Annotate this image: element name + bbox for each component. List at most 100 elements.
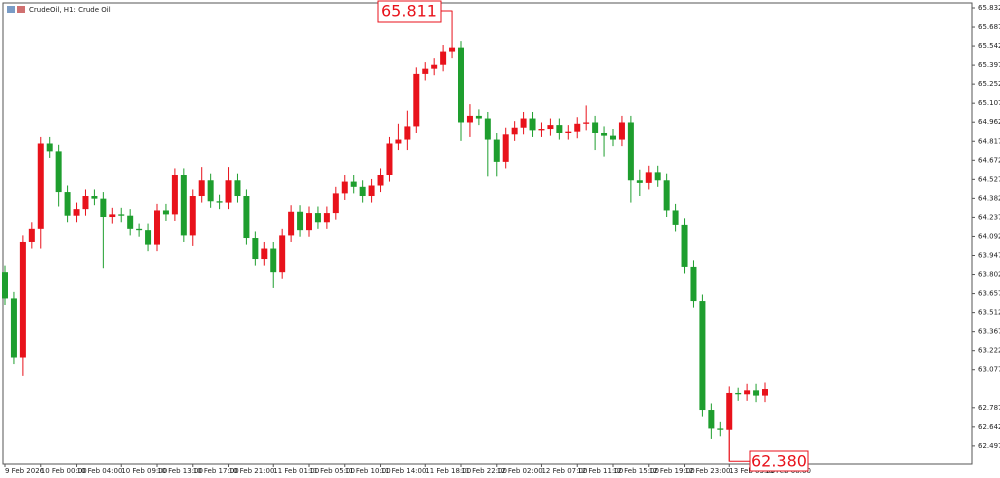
high-marker-box bbox=[377, 0, 442, 23]
x-tick-label: 10 Feb 21:00 bbox=[229, 467, 275, 475]
candle-body bbox=[538, 129, 545, 131]
candle-body bbox=[565, 131, 572, 133]
low-marker-line bbox=[728, 421, 750, 462]
candle-body bbox=[618, 122, 625, 140]
candle-body bbox=[350, 181, 357, 187]
candle-body bbox=[744, 390, 751, 395]
x-tick-label: 12 Feb 11:00 bbox=[577, 467, 623, 475]
candle-body bbox=[207, 180, 214, 202]
candle-body bbox=[753, 390, 760, 396]
candle-body bbox=[458, 47, 464, 123]
candle-body bbox=[323, 213, 330, 223]
candle-body bbox=[654, 172, 661, 181]
candle-body bbox=[404, 126, 411, 140]
candle-body bbox=[270, 248, 277, 273]
candle-body bbox=[19, 241, 26, 358]
candle-body bbox=[288, 211, 295, 236]
candle-body bbox=[726, 392, 733, 430]
y-tick-label: 63.367 bbox=[978, 328, 1000, 336]
candle-body bbox=[252, 238, 259, 260]
y-tick-label: 62.497 bbox=[978, 442, 1000, 450]
candle-body bbox=[28, 228, 35, 242]
candle-body bbox=[154, 210, 160, 245]
candle-body bbox=[243, 196, 250, 239]
y-tick-label: 65.252 bbox=[978, 80, 1000, 88]
candle-body bbox=[502, 134, 509, 162]
candle-body bbox=[395, 139, 402, 144]
x-tick-label: 10 Feb 17:00 bbox=[193, 467, 239, 475]
candle-body bbox=[118, 214, 125, 216]
candle-body bbox=[314, 213, 321, 223]
candle-body bbox=[672, 210, 679, 225]
x-tick-label: 12 Feb 23:00 bbox=[685, 467, 731, 475]
x-tick-label: 11 Feb 18:00 bbox=[425, 467, 471, 475]
y-tick-label: 63.802 bbox=[978, 271, 1000, 279]
plot-frame bbox=[2, 2, 973, 465]
y-tick-label: 63.077 bbox=[978, 366, 1000, 374]
candle-body bbox=[332, 193, 339, 214]
y-tick-label: 63.657 bbox=[978, 290, 1000, 298]
candle-body bbox=[735, 392, 742, 395]
y-tick-label: 65.832 bbox=[978, 4, 1000, 12]
candle-body bbox=[171, 175, 178, 215]
candle-body bbox=[91, 196, 98, 199]
candle-body bbox=[100, 198, 107, 218]
candle-body bbox=[64, 192, 71, 216]
x-tick-label: 9 Feb 2026 bbox=[5, 467, 45, 475]
candle-body bbox=[610, 135, 616, 140]
x-tick-label: 10 Feb 04:00 bbox=[77, 467, 123, 475]
x-tick-label: 11 Feb 01:00 bbox=[273, 467, 319, 475]
y-tick-label: 63.222 bbox=[978, 347, 1000, 355]
candle-body bbox=[234, 180, 241, 197]
candle-body bbox=[636, 180, 643, 183]
x-tick-label: 12 Feb 19:00 bbox=[649, 467, 695, 475]
x-tick-label: 11 Feb 05:00 bbox=[309, 467, 355, 475]
y-tick-label: 65.397 bbox=[978, 61, 1000, 69]
candle-body bbox=[645, 172, 652, 183]
candle-body bbox=[475, 115, 482, 119]
candle-body bbox=[484, 118, 491, 140]
candle-body bbox=[627, 122, 634, 181]
x-tick-label: 12 Feb 15:00 bbox=[613, 467, 659, 475]
x-tick-label: 10 Feb 09:00 bbox=[121, 467, 167, 475]
candle-body bbox=[136, 228, 143, 231]
candle-body bbox=[341, 181, 348, 194]
candle-body bbox=[681, 224, 688, 267]
candle-body bbox=[55, 151, 62, 193]
candle-body bbox=[440, 51, 447, 65]
candle-body bbox=[297, 211, 304, 231]
candle-body bbox=[422, 68, 429, 74]
candle-body bbox=[368, 185, 375, 197]
low-marker-box bbox=[749, 450, 809, 472]
candle-body bbox=[520, 118, 527, 128]
candle-body bbox=[261, 248, 268, 260]
candle-body bbox=[690, 266, 697, 302]
candle-body bbox=[109, 214, 116, 218]
candle-body bbox=[663, 180, 670, 211]
y-tick-label: 62.642 bbox=[978, 423, 1000, 431]
candle-body bbox=[556, 125, 563, 133]
x-tick-label: 11 Feb 10:00 bbox=[345, 467, 391, 475]
candle-body bbox=[2, 272, 8, 299]
candle-body bbox=[37, 143, 44, 229]
y-tick-label: 65.687 bbox=[978, 23, 1000, 31]
high-marker-label: 65.811 bbox=[381, 2, 437, 21]
candle-body bbox=[82, 196, 89, 210]
y-tick-label: 64.237 bbox=[978, 213, 1000, 221]
y-tick-label: 64.817 bbox=[978, 137, 1000, 145]
candle-body bbox=[10, 298, 17, 358]
low-marker-label: 62.380 bbox=[751, 452, 807, 471]
candle-body bbox=[762, 389, 768, 396]
y-tick-label: 65.542 bbox=[978, 42, 1000, 50]
x-tick-label: 11 Feb 14:00 bbox=[381, 467, 427, 475]
candle-body bbox=[699, 301, 706, 411]
candle-body bbox=[145, 230, 152, 245]
candle-body bbox=[574, 123, 581, 132]
x-tick-label: 10 Feb 13:00 bbox=[157, 467, 203, 475]
x-tick-label: 12 Feb 02:00 bbox=[497, 467, 543, 475]
candle-body bbox=[449, 47, 456, 52]
candle-body bbox=[431, 64, 438, 69]
candle-body bbox=[306, 213, 312, 231]
candle-body bbox=[717, 428, 724, 430]
candle-body bbox=[377, 175, 384, 186]
